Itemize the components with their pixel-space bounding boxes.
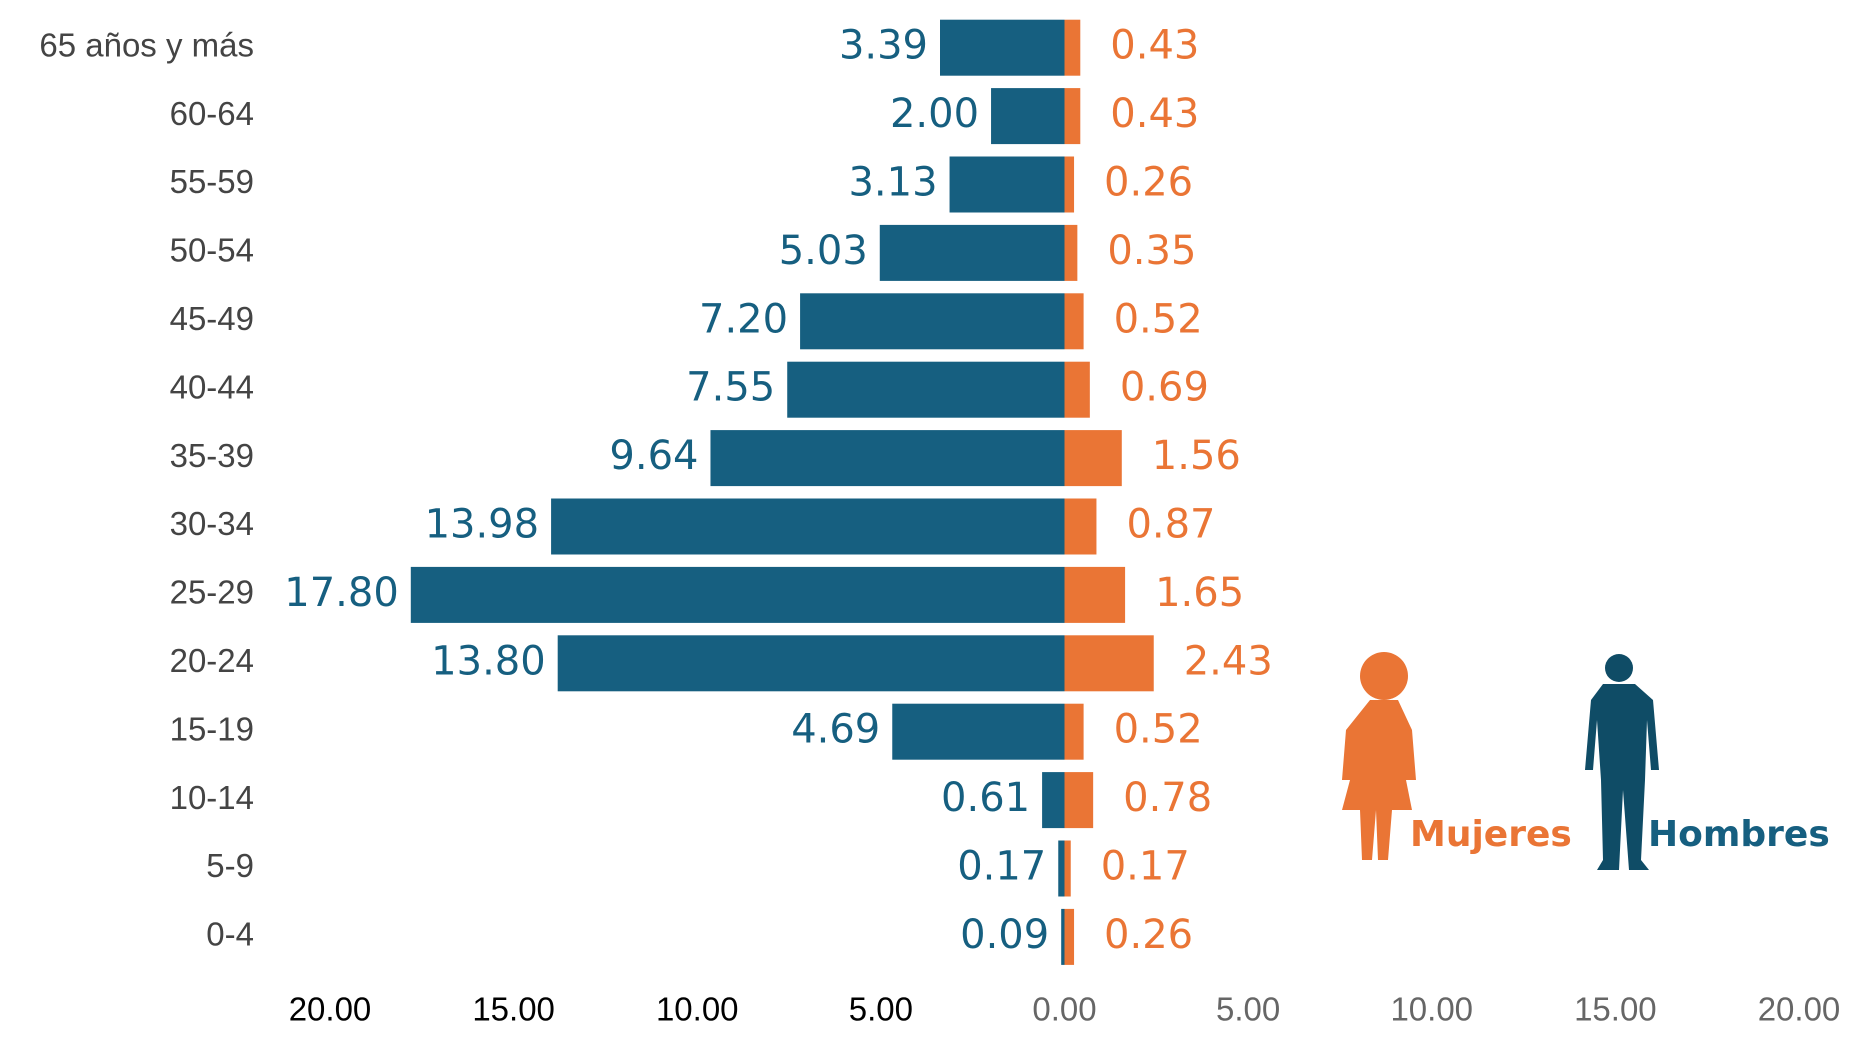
value-label: 7.55 [686, 365, 775, 411]
value-label: 0.61 [941, 775, 1030, 821]
category-label: 15-19 [170, 710, 254, 747]
bar [1064, 498, 1097, 555]
value-label: 3.39 [839, 23, 928, 69]
value-label: 9.64 [609, 433, 698, 479]
bar [557, 635, 1065, 692]
category-label: 55-59 [170, 163, 254, 200]
bar [949, 156, 1065, 213]
value-label: 0.43 [1110, 23, 1199, 69]
bar [1064, 772, 1094, 829]
category-label: 65 años y más [39, 26, 254, 63]
bar [1058, 840, 1065, 897]
value-label: 3.13 [848, 160, 937, 206]
value-label: 0.09 [960, 912, 1049, 958]
woman-icon [1342, 652, 1416, 860]
bar [410, 566, 1065, 623]
bar [787, 361, 1065, 418]
category-label: 20-24 [170, 642, 254, 679]
bar [1064, 840, 1071, 897]
bar [800, 293, 1065, 350]
category-label: 30-34 [170, 505, 254, 542]
value-label: 5.03 [779, 228, 868, 274]
bar [1064, 908, 1075, 965]
x-tick-label: 0.00 [1032, 991, 1096, 1028]
x-tick-label: 5.00 [1216, 991, 1280, 1028]
category-label: 5-9 [206, 847, 254, 884]
bar [551, 498, 1065, 555]
value-label: 0.26 [1104, 912, 1193, 958]
man-icon [1585, 654, 1659, 870]
value-label: 0.35 [1107, 228, 1196, 274]
category-label: 50-54 [170, 232, 254, 269]
bar [1064, 224, 1078, 281]
legend-label: Mujeres [1410, 814, 1572, 855]
category-label: 35-39 [170, 437, 254, 474]
category-label: 45-49 [170, 300, 254, 337]
category-label: 10-14 [170, 779, 254, 816]
x-tick-label: 10.00 [656, 991, 739, 1028]
bar [991, 88, 1065, 145]
bar [1064, 703, 1084, 760]
value-label: 17.80 [284, 570, 399, 616]
value-label: 2.00 [890, 91, 979, 137]
x-tick-label: 20.00 [1758, 991, 1841, 1028]
x-tick-label: 5.00 [849, 991, 913, 1028]
legend-icons [1342, 652, 1659, 870]
bar [1064, 19, 1081, 76]
value-label: 0.52 [1114, 707, 1203, 753]
bar [1064, 293, 1084, 350]
x-tick-label: 15.00 [1574, 991, 1657, 1028]
bar [879, 224, 1065, 281]
value-label: 0.87 [1126, 502, 1215, 548]
value-label: 1.65 [1155, 570, 1244, 616]
x-tick-label: 20.00 [289, 991, 372, 1028]
category-label: 60-64 [170, 95, 254, 132]
category-label: 40-44 [170, 368, 254, 405]
value-label: 2.43 [1184, 638, 1273, 684]
value-label: 0.26 [1104, 160, 1193, 206]
bar [1064, 635, 1154, 692]
bar [1042, 772, 1065, 829]
category-label: 0-4 [206, 916, 254, 953]
value-label: 13.80 [431, 638, 546, 684]
value-label: 0.69 [1120, 365, 1209, 411]
bar [1064, 566, 1126, 623]
bar [940, 19, 1065, 76]
x-tick-label: 10.00 [1390, 991, 1473, 1028]
value-label: 13.98 [425, 502, 540, 548]
value-label: 0.17 [1101, 844, 1190, 890]
bar [1064, 88, 1081, 145]
value-label: 1.56 [1152, 433, 1241, 479]
value-label: 0.78 [1123, 775, 1212, 821]
bar [1064, 430, 1122, 487]
bar [710, 430, 1065, 487]
value-label: 4.69 [791, 707, 880, 753]
bar [1061, 908, 1065, 965]
bar [1064, 361, 1090, 418]
bar [892, 703, 1065, 760]
value-label: 0.43 [1110, 91, 1199, 137]
value-label: 0.52 [1114, 296, 1203, 342]
x-tick-label: 15.00 [472, 991, 555, 1028]
value-label: 0.17 [957, 844, 1046, 890]
category-label: 25-29 [170, 574, 254, 611]
bar [1064, 156, 1075, 213]
value-label: 7.20 [699, 296, 788, 342]
legend-label: Hombres [1648, 814, 1830, 855]
